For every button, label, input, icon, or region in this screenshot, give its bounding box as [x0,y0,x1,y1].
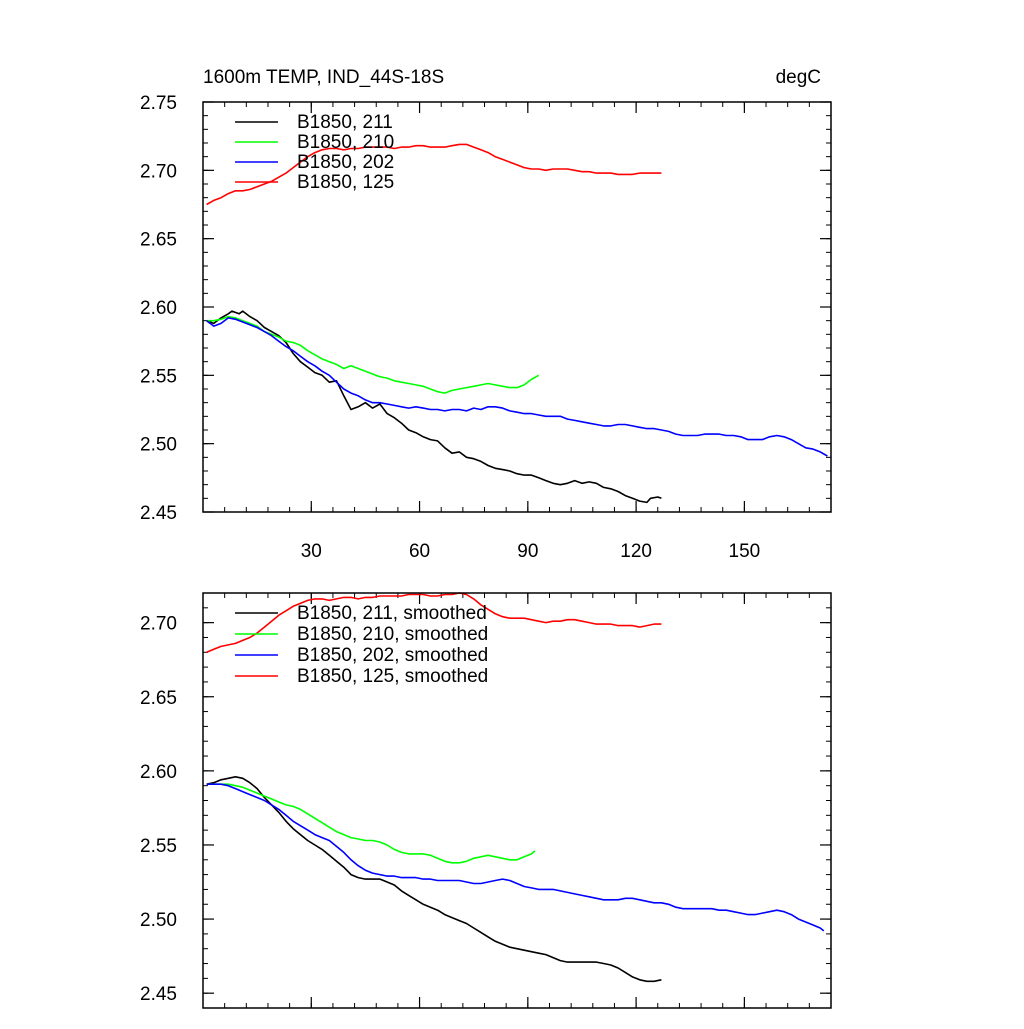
top-plot-lines [206,143,828,504]
x-tick-label: 120 [620,541,652,562]
x-tick-label: 150 [729,541,761,562]
y-tick-label: 2.45 [140,984,177,1005]
legend-label: B1850, 202, smoothed [297,645,488,666]
legend-label: B1850, 211, smoothed [297,603,487,624]
y-tick-label: 2.75 [140,93,177,114]
bottom-axis-ticks: 2.45 2.50 2.55 2.60 2.65 2.70 [140,592,831,1009]
bottom-plot-frame [202,592,832,1009]
bottom-legend: B1850, 211, smoothed B1850, 210, smoothe… [235,603,488,687]
y-tick-label: 2.70 [140,161,177,182]
y-tick-label: 2.70 [140,614,177,635]
y-tick-label: 2.55 [140,366,177,387]
y-tick-label: 2.60 [140,298,177,319]
top-legend: B1850, 211 B1850, 210 B1850, 202 B1850, … [235,112,394,193]
legend-label: B1850, 210, smoothed [297,624,488,645]
series-line [206,143,662,206]
chart-title: 1600m TEMP, IND_44S-18S [203,67,444,88]
legend-label: B1850, 125 [297,172,394,193]
series-line [206,592,662,654]
series-line [206,783,536,864]
top-axis-ticks: 30 60 90 120 150 2.45 2.50 2.55 2.60 2.65 2.70 2.75 [140,93,831,562]
series-line [206,310,662,504]
top-panel: 1600m TEMP, IND_44S-18S degC 30 60 90 120 15… [140,67,832,562]
y-tick-label: 2.50 [140,910,177,931]
x-tick-label: 60 [409,541,430,562]
bottom-panel: 2.45 2.50 2.55 2.60 2.65 2.70 B1850, 211, smo… [140,592,832,1009]
top-plot-frame [202,101,832,513]
series-line [206,783,825,932]
bottom-plot-lines [206,592,825,983]
y-tick-label: 2.65 [140,688,177,709]
y-tick-label: 2.55 [140,836,177,857]
series-line [206,776,662,983]
series-line [206,317,828,457]
legend-label: B1850, 210 [297,132,394,153]
legend-label: B1850, 125, smoothed [297,666,488,687]
y-tick-label: 2.65 [140,230,177,251]
legend-label: B1850, 211 [297,112,393,133]
x-tick-label: 90 [517,541,538,562]
x-tick-label: 30 [301,541,322,562]
y-tick-label: 2.45 [140,503,177,524]
legend-label: B1850, 202 [297,152,394,173]
units-label: degC [776,67,821,88]
y-tick-label: 2.60 [140,762,177,783]
y-tick-label: 2.50 [140,435,177,456]
